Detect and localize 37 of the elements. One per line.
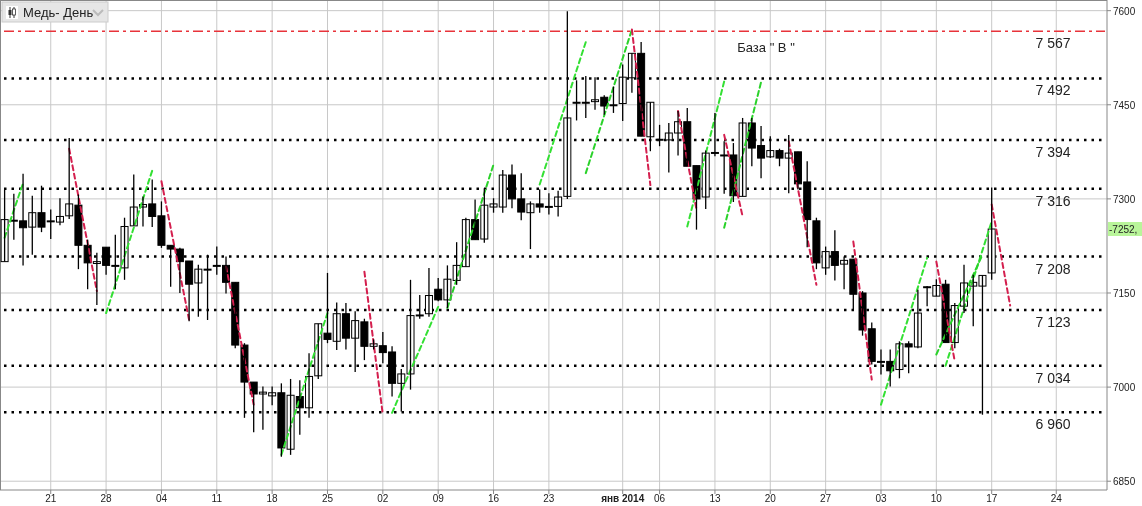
x-tick-label: 04 bbox=[155, 493, 168, 504]
x-tick-label: 02 bbox=[377, 493, 389, 504]
annotation: База " В " bbox=[737, 40, 796, 55]
ref-line-label: 7 034 bbox=[1035, 369, 1071, 386]
ref-line-label: 7 567 bbox=[1035, 35, 1071, 52]
x-tick-label: 09 bbox=[432, 493, 445, 504]
x-tick-label: 10 bbox=[930, 493, 943, 504]
x-tick-label: 25 bbox=[321, 493, 334, 504]
x-tick-label: 20 bbox=[764, 493, 777, 504]
candlestick bbox=[609, 85, 618, 114]
x-tick-label: янв 2014 bbox=[601, 493, 645, 504]
y-tick-label: 7000 bbox=[1113, 382, 1136, 394]
x-tick-label: 03 bbox=[875, 493, 887, 504]
x-tick-label: 18 bbox=[266, 493, 279, 504]
ref-line-label: 7 316 bbox=[1035, 192, 1071, 209]
x-tick-label: 16 bbox=[487, 493, 500, 504]
y-tick-label: 7300 bbox=[1113, 193, 1136, 205]
ref-line-label: 7 394 bbox=[1035, 143, 1071, 160]
ref-line-label: 7 208 bbox=[1035, 260, 1071, 277]
x-tick-label: 17 bbox=[986, 493, 998, 504]
ref-line-label: 7 492 bbox=[1035, 82, 1071, 99]
text: -7252, bbox=[1109, 224, 1138, 235]
x-tick-label: 27 bbox=[820, 493, 832, 504]
x-tick-label: 23 bbox=[543, 493, 555, 504]
x-tick-label: 06 bbox=[654, 493, 666, 504]
ref-line-label: 6 960 bbox=[1035, 416, 1071, 433]
x-tick-label: 11 bbox=[211, 493, 223, 504]
x-tick-label: 13 bbox=[709, 493, 721, 504]
chart-title: Медь- День bbox=[23, 5, 94, 20]
ref-line-label: 7 123 bbox=[1035, 313, 1071, 330]
x-tick-label: 24 bbox=[1050, 493, 1063, 504]
x-tick-label: 21 bbox=[45, 493, 57, 504]
x-tick-label: 28 bbox=[100, 493, 113, 504]
y-tick-label: 7600 bbox=[1113, 5, 1136, 17]
y-tick-label: 7450 bbox=[1113, 99, 1136, 111]
y-tick-label: 7150 bbox=[1113, 288, 1136, 299]
y-tick-label: 6850 bbox=[1113, 476, 1136, 488]
